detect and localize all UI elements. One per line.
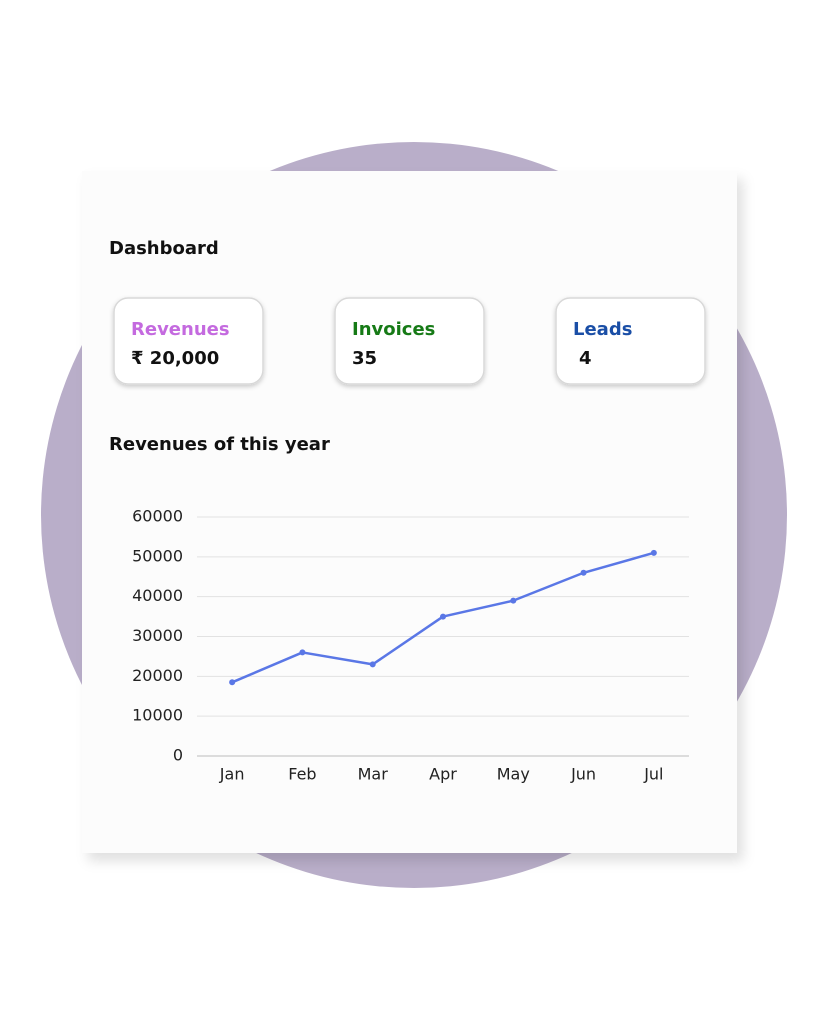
y-tick-label: 60000 [132, 507, 183, 526]
stat-label: Invoices [352, 319, 435, 340]
chart: 0 10000 20000 30000 40000 50000 60000 Jan Feb Mar… [132, 507, 689, 784]
y-tick-label: 20000 [132, 666, 183, 685]
dashboard-title: Dashboard [109, 238, 219, 259]
x-tick-label: Jan [219, 765, 245, 784]
data-point [440, 613, 446, 620]
cards: Revenues ₹ 20,000 Invoices 35 Leads 4 [113, 297, 706, 385]
y-tick-label: 30000 [132, 626, 183, 645]
y-tick-label: 40000 [132, 586, 183, 605]
stat-label: Leads [573, 319, 632, 340]
data-point [510, 597, 517, 604]
stat-card [113, 297, 264, 385]
stat-card [334, 297, 485, 385]
x-tick-label: May [497, 765, 530, 784]
x-tick-label: Apr [429, 765, 457, 784]
stat-value: 4 [579, 348, 592, 369]
y-tick-label: 0 [173, 746, 183, 765]
stat-value: 35 [352, 348, 377, 369]
y-tick-label: 10000 [132, 706, 183, 725]
stat-card [555, 297, 706, 385]
x-tick-label: Feb [288, 765, 316, 784]
data-point [369, 661, 376, 668]
chart-title: Revenues of this year [109, 434, 330, 455]
x-tick-label: Jun [570, 765, 596, 784]
stat-value: ₹ 20,000 [131, 348, 219, 369]
data-point [580, 569, 587, 576]
stat-label: Revenues [131, 319, 230, 340]
y-tick-label: 50000 [132, 546, 183, 565]
data-point [229, 679, 236, 686]
data-point [650, 549, 657, 556]
x-tick-label: Mar [358, 765, 389, 784]
dashboard-panel [82, 171, 737, 853]
data-point [299, 649, 306, 656]
x-tick-label: Jul [643, 765, 663, 784]
